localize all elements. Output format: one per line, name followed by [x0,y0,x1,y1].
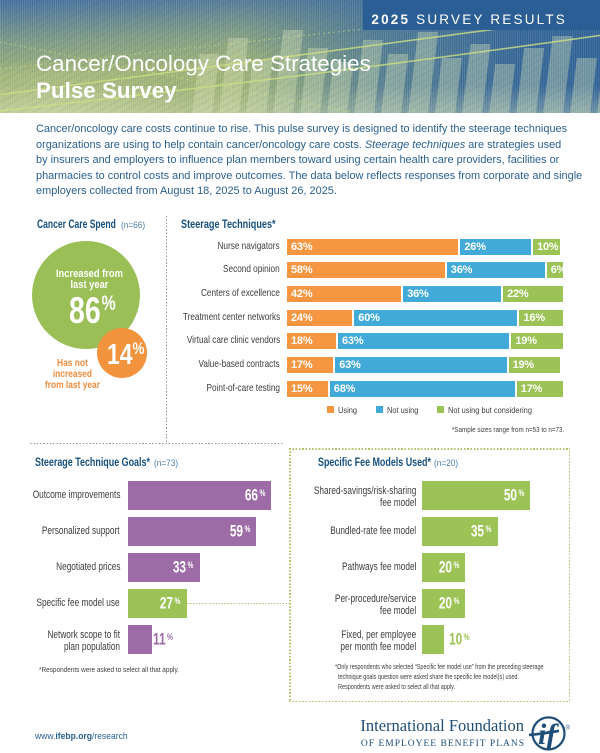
svg-text:if: if [538,718,559,751]
svg-text:®: ® [566,725,571,732]
